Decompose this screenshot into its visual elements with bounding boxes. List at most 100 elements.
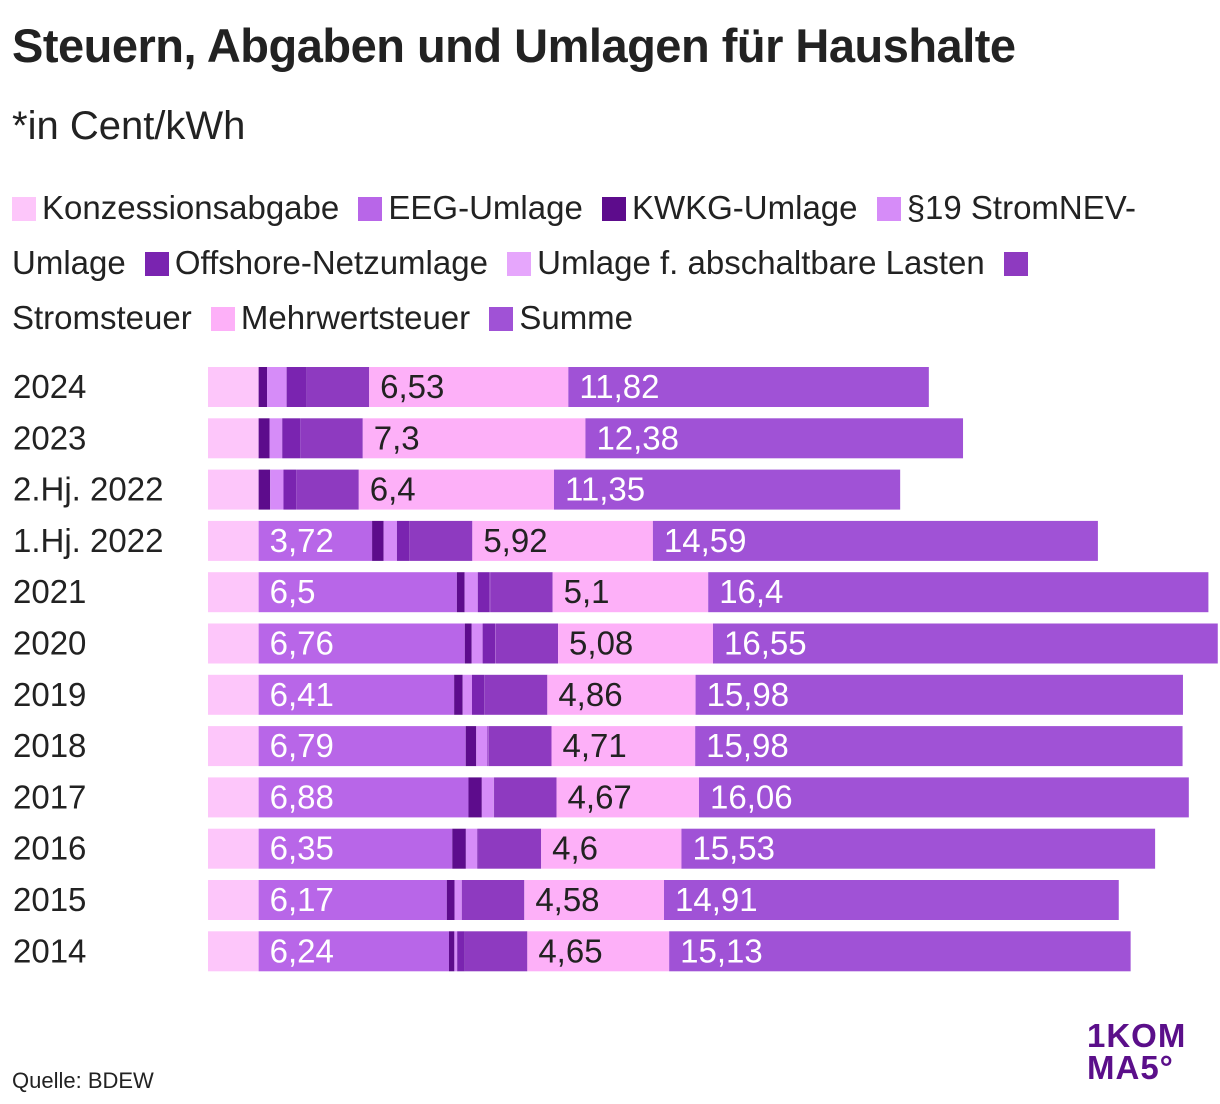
bar-segment <box>208 572 259 613</box>
bar-segment <box>462 674 472 715</box>
bar-segment <box>208 674 259 715</box>
bar-segment <box>208 726 259 767</box>
bar-segment <box>681 828 1156 869</box>
bar-segment <box>669 931 1131 972</box>
bar-segment <box>481 777 494 818</box>
bar-segment <box>208 880 259 920</box>
bar-segment <box>484 674 548 715</box>
bar-segment <box>208 520 259 561</box>
data-label: 6,41 <box>270 676 334 713</box>
bar-segment <box>494 777 557 818</box>
legend-item: Stromsteuer <box>12 244 1034 336</box>
legend-label: §19 StromNEV-Umlage <box>12 189 1136 281</box>
data-label: 15,98 <box>707 676 790 713</box>
legend-label: Offshore-Netzumlage <box>174 244 488 281</box>
legend-item: Konzessionsabgabe <box>12 189 339 226</box>
bar-segment <box>468 777 482 818</box>
bar-segment <box>306 367 370 407</box>
data-label: 6,76 <box>270 625 334 662</box>
legend-item: KWKG-Umlage <box>601 189 858 226</box>
bar-segment <box>454 674 463 715</box>
legend-swatch <box>489 307 514 331</box>
legend-swatch <box>601 197 626 221</box>
bar-segment <box>258 418 270 459</box>
bar-segment <box>270 469 284 510</box>
category-label: 2015 <box>13 881 86 918</box>
bar-segment <box>208 828 259 869</box>
category-label: 2020 <box>13 625 86 662</box>
bar-segment <box>552 572 709 613</box>
data-label: 15,98 <box>706 727 789 764</box>
legend-item: Summe <box>489 299 633 336</box>
bar-segment <box>541 828 682 869</box>
legend-swatch <box>12 197 36 221</box>
bar-segment <box>527 931 670 972</box>
category-label: 2017 <box>13 778 86 815</box>
legend-label: EEG-Umlage <box>388 189 583 226</box>
bar-segment <box>487 726 489 767</box>
bar-segment <box>369 367 569 407</box>
bar-segment <box>454 931 458 972</box>
bar-segment <box>258 623 465 664</box>
bar-segment <box>698 777 1189 818</box>
category-label: 2023 <box>13 419 86 456</box>
data-label: 4,6 <box>552 830 598 867</box>
legend: Konzessionsabgabe EEG-Umlage KWKG-Umlage… <box>12 180 1212 345</box>
bar-segment <box>465 828 478 869</box>
bar-segment <box>208 623 259 664</box>
bar-segment <box>258 726 466 767</box>
bar-segment <box>456 572 465 613</box>
bar-segment <box>208 418 259 459</box>
bar-segment <box>396 520 410 561</box>
data-label: 16,4 <box>719 573 783 610</box>
data-label: 6,35 <box>270 830 334 867</box>
legend-item: Offshore-Netzumlage <box>144 244 488 281</box>
bar-segment <box>208 777 259 818</box>
legend-item: Mehrwertsteuer <box>210 299 470 336</box>
category-label: 2.Hj. 2022 <box>13 471 163 508</box>
data-label: 6,17 <box>270 881 334 918</box>
bar-segment <box>208 469 259 510</box>
chart-subtitle: *in Cent/kWh <box>12 104 246 148</box>
legend-label: Summe <box>519 299 634 336</box>
data-label: 6,79 <box>270 727 334 764</box>
bar-segment <box>446 880 455 920</box>
bar-segment <box>489 726 552 767</box>
bar-segment <box>452 828 466 869</box>
bar-segment <box>454 880 462 920</box>
legend-label: KWKG-Umlage <box>631 189 858 226</box>
bar-segment <box>258 572 457 613</box>
bar-segment <box>695 674 1183 715</box>
legend-swatch <box>876 197 901 221</box>
data-label: 12,38 <box>596 419 679 456</box>
bar-segment <box>283 469 297 510</box>
category-label: 2021 <box>13 573 86 610</box>
bar-segment <box>551 726 696 767</box>
bar-segment <box>464 572 478 613</box>
category-label: 2024 <box>13 368 86 405</box>
bar-segment <box>664 880 1119 920</box>
bar-segment <box>553 469 901 510</box>
legend-swatch <box>507 252 532 276</box>
bar-segment <box>286 367 307 407</box>
data-label: 4,58 <box>535 881 599 918</box>
bar-segment <box>652 520 1098 561</box>
data-label: 6,4 <box>370 471 416 508</box>
bar-segment <box>476 726 488 767</box>
bar-segment <box>472 520 653 561</box>
bar-segment <box>409 520 473 561</box>
source-note: Quelle: BDEW <box>12 1068 154 1093</box>
category-label: 2019 <box>13 676 86 713</box>
brand-logo: 1KOM MA5° <box>1087 1019 1186 1084</box>
data-label: 4,86 <box>558 676 622 713</box>
bar-segment <box>490 572 553 613</box>
bar-segment <box>269 418 283 459</box>
category-label: 1.Hj. 2022 <box>13 522 163 559</box>
bar-segment <box>282 418 301 459</box>
data-label: 6,24 <box>270 932 334 969</box>
data-label: 5,1 <box>564 573 610 610</box>
bar-segment <box>465 726 477 767</box>
data-label: 5,92 <box>483 522 547 559</box>
category-label: 2018 <box>13 727 86 764</box>
